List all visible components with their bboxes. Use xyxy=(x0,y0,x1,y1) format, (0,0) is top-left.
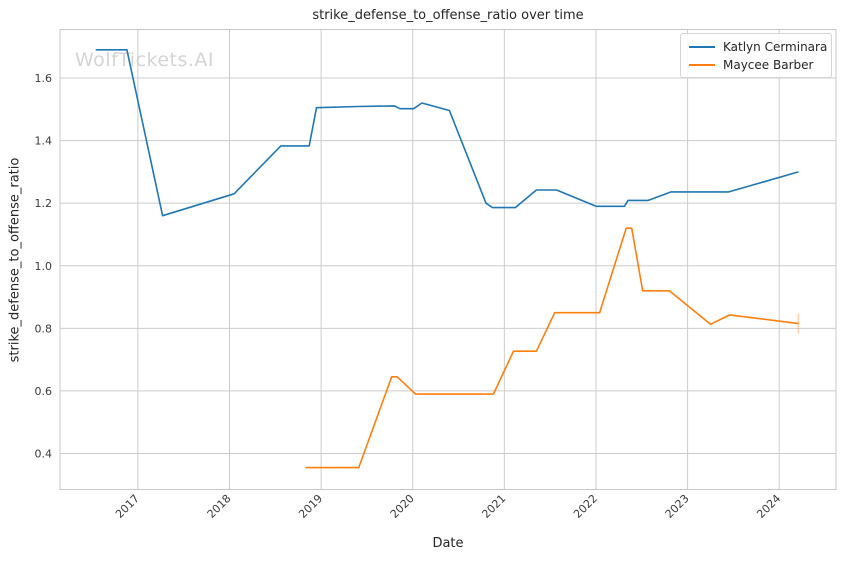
x-tick-label: 2024 xyxy=(754,492,783,521)
y-tick-label: 1.0 xyxy=(35,260,53,273)
legend-line-swatch-blue xyxy=(689,45,715,48)
legend[interactable]: Katlyn Cerminara Maycee Barber xyxy=(680,33,832,78)
watermark: WolfTickets.AI xyxy=(75,49,215,71)
y-tick-label: 0.8 xyxy=(35,322,53,335)
y-tick-label: 0.4 xyxy=(35,448,53,461)
x-tick-label: 2020 xyxy=(388,492,417,521)
legend-label-katlyn-cerminara: Katlyn Cerminara xyxy=(723,39,828,54)
y-tick-label: 1.6 xyxy=(35,72,53,85)
series-line-0 xyxy=(95,49,799,217)
y-tick-label: 1.2 xyxy=(35,197,53,210)
x-tick-label: 2022 xyxy=(571,492,600,521)
legend-item-maycee-barber[interactable]: Maycee Barber xyxy=(689,57,823,72)
legend-item-katlyn-cerminara[interactable]: Katlyn Cerminara xyxy=(689,39,827,54)
x-tick-label: 2017 xyxy=(113,492,142,521)
x-tick-label: 2023 xyxy=(663,492,692,521)
series-line-1 xyxy=(305,227,799,469)
chart-title: strike_defense_to_offense_ratio over tim… xyxy=(312,8,584,23)
legend-line-swatch-orange xyxy=(689,63,715,66)
x-tick-label: 2018 xyxy=(205,492,234,521)
axes-spines xyxy=(59,29,837,490)
y-tick-label: 1.4 xyxy=(35,135,53,148)
legend-label-maycee-barber: Maycee Barber xyxy=(723,57,814,72)
y-tick-label: 0.6 xyxy=(35,385,53,398)
x-tick-label: 2021 xyxy=(479,492,508,521)
x-tick-label: 2019 xyxy=(296,492,325,521)
x-axis-label: Date xyxy=(432,536,464,551)
